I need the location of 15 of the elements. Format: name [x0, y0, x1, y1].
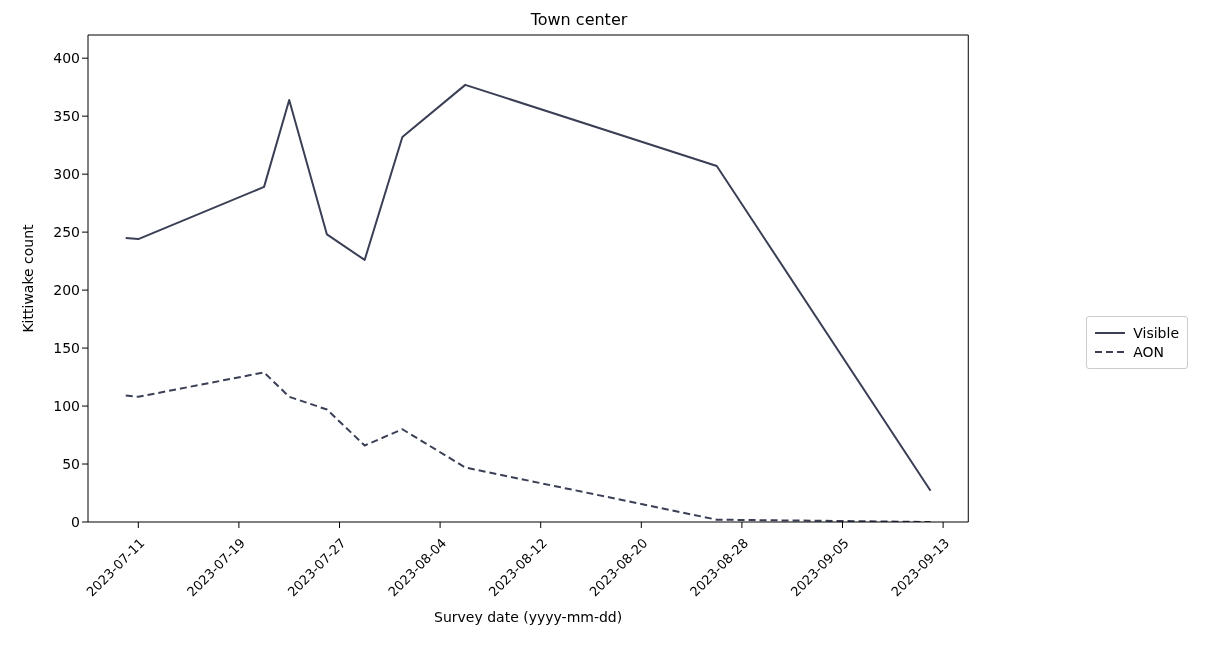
y-tick-label: 50 — [62, 455, 80, 472]
chart-title: Town center — [529, 9, 629, 31]
y-tick-label: 350 — [53, 108, 80, 125]
y-tick-label: 150 — [53, 340, 80, 357]
legend-label: AON — [1133, 343, 1165, 360]
y-axis-title: Kittiwake count — [19, 223, 36, 333]
legend-label: Visible — [1133, 324, 1179, 341]
y-tick-label: 250 — [53, 224, 80, 241]
y-tick-label: 0 — [71, 513, 80, 530]
y-tick-label: 300 — [53, 166, 80, 183]
x-axis-title: Survey date (yyyy-mm-dd) — [434, 609, 623, 625]
y-tick-label: 400 — [53, 50, 80, 67]
y-tick-label: 100 — [53, 398, 80, 415]
y-tick-label: 200 — [53, 282, 80, 299]
line-series — [124, 83, 932, 492]
